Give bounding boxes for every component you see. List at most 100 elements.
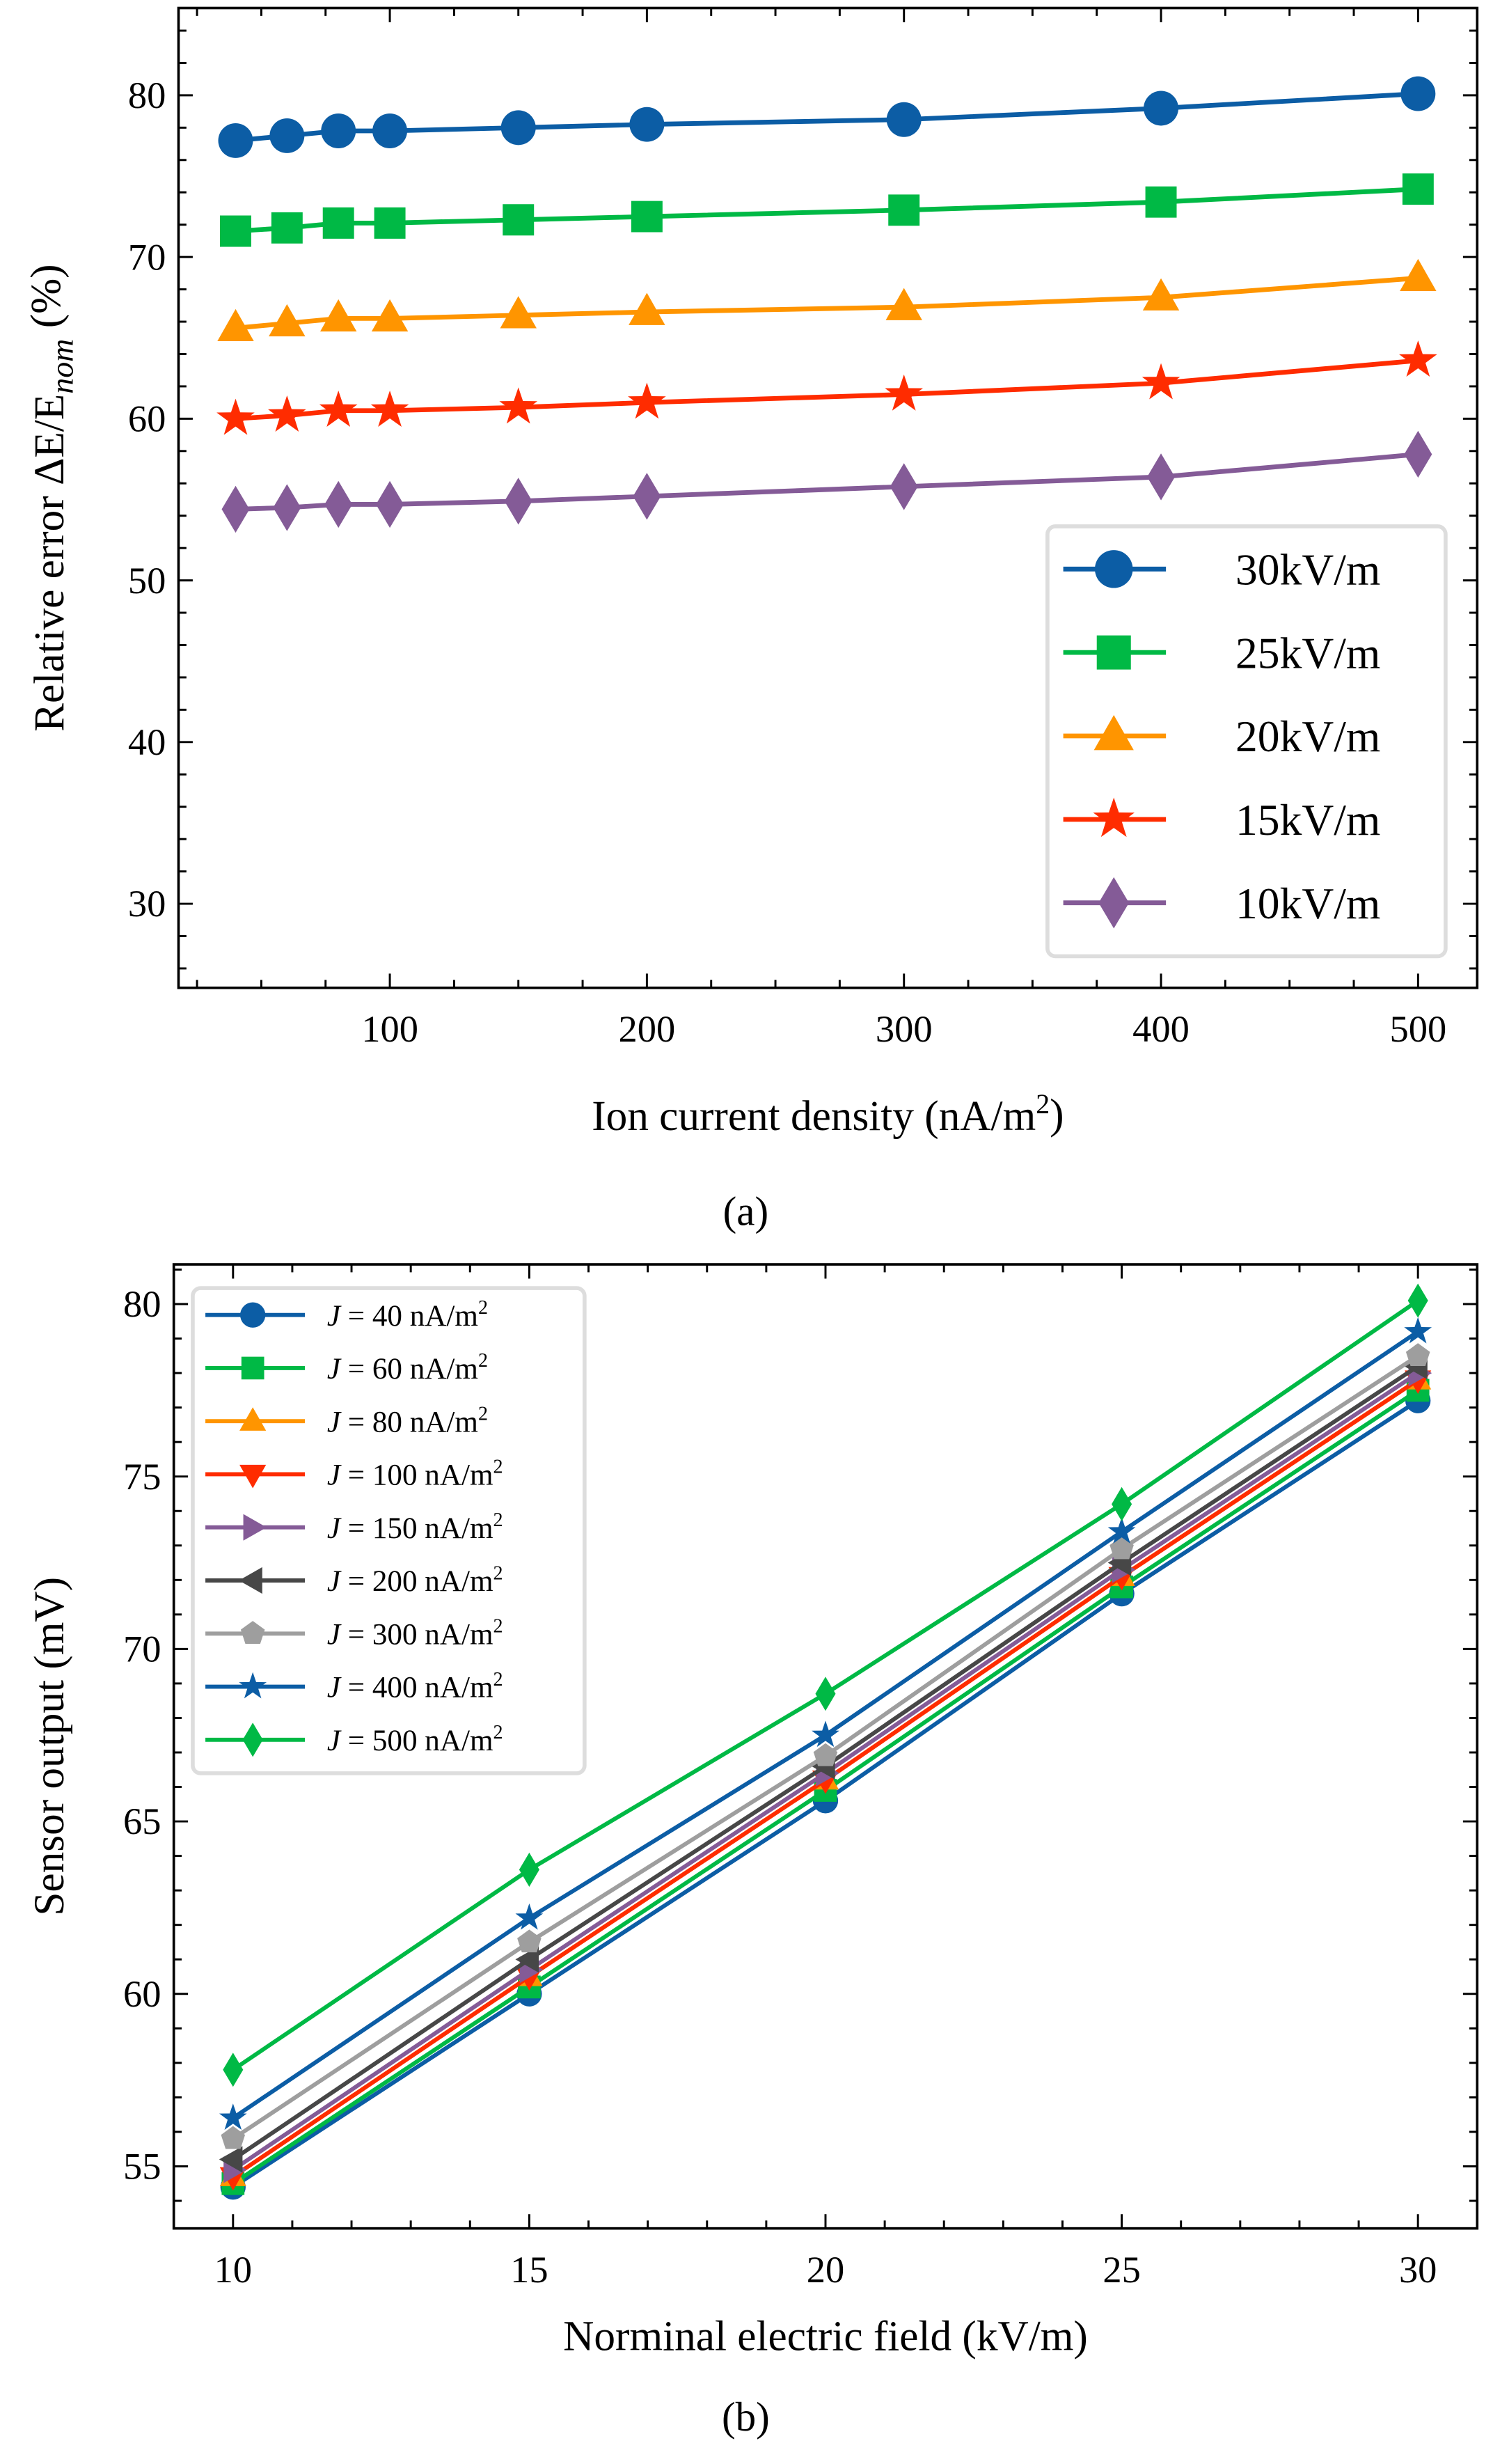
legend-entry: J = 60 nA/m2 [205, 1350, 488, 1386]
data-point-triangle-up [269, 304, 306, 337]
legend-marker-triangle-up [239, 1407, 267, 1431]
data-point-square [631, 201, 663, 233]
label-part: Relative error ΔE/E [26, 394, 73, 732]
data-point-diamond [519, 1852, 539, 1887]
data-point-square [1402, 173, 1434, 205]
series-line [235, 452, 1419, 512]
data-point-star [219, 2103, 247, 2130]
data-point-star [268, 395, 306, 432]
legend-marker-square [241, 1356, 264, 1380]
legend-entry: 20kV/m [1063, 712, 1380, 761]
y-tick-label: 60 [123, 1972, 161, 2015]
legend-label: J = 300 nA/m2 [327, 1616, 503, 1651]
label-part: = 500 nA/m [340, 1725, 493, 1757]
legend-marker-star [239, 1672, 267, 1699]
data-point-square [503, 204, 535, 236]
y-tick-label: 70 [123, 1628, 161, 1670]
data-point-star [1107, 1517, 1136, 1544]
data-point-triangle-up [1400, 258, 1437, 292]
label-superscript: 2 [478, 1350, 488, 1372]
label-part: (%) [22, 264, 70, 338]
label-part: J [327, 1725, 342, 1757]
data-point-diamond [324, 480, 353, 528]
legend-label: J = 150 nA/m2 [327, 1509, 503, 1545]
label-part: = 300 nA/m [340, 1618, 493, 1651]
label-part: = 80 nA/m [340, 1406, 478, 1438]
label-part: = 60 nA/m [340, 1353, 478, 1386]
data-point-star [885, 374, 924, 411]
label-part: = 100 nA/m [340, 1459, 493, 1492]
data-point-triangle-left [515, 1946, 539, 1973]
legend-label: J = 500 nA/m2 [327, 1722, 503, 1757]
data-point-diamond [1407, 1283, 1428, 1318]
label-superscript: 2 [493, 1509, 503, 1531]
axes-frame [172, 1263, 1479, 2230]
y-tick-label: 60 [128, 398, 166, 440]
y-tick-label: 80 [128, 74, 166, 116]
legend-entry: J = 200 nA/m2 [205, 1562, 503, 1598]
series-30kv-m [218, 76, 1436, 158]
legend-marker-pentagon [240, 1621, 265, 1644]
legend-label: J = 40 nA/m2 [327, 1297, 488, 1333]
label-part: = 150 nA/m [340, 1512, 493, 1545]
data-point-circle [500, 110, 536, 146]
label-part: ) [1050, 1091, 1064, 1138]
label-part: J [327, 1406, 342, 1438]
data-point-square [271, 212, 303, 244]
legend-label: J = 80 nA/m2 [327, 1403, 488, 1438]
label-superscript: 2 [493, 1722, 503, 1743]
data-point-pentagon [517, 1929, 542, 1953]
legend-label: J = 60 nA/m2 [327, 1350, 488, 1386]
data-point-star [812, 1720, 839, 1748]
series-20kv-m [217, 258, 1437, 342]
y-tick-label: 75 [123, 1455, 161, 1498]
legend-entry: J = 100 nA/m2 [205, 1457, 503, 1492]
legend-marker-triangle-right [243, 1514, 267, 1541]
data-point-star [370, 391, 409, 427]
legend-marker-circle [240, 1302, 266, 1328]
data-point-square [1145, 186, 1177, 218]
data-point-circle [629, 107, 665, 142]
data-point-triangle-left [219, 2146, 243, 2173]
series-10kv-m [221, 430, 1432, 533]
data-point-diamond [1404, 430, 1432, 478]
x-tick-label: 30 [1399, 2248, 1437, 2291]
legend-entry: 30kV/m [1063, 545, 1380, 595]
series-25kv-m [220, 173, 1434, 247]
label-part: J [327, 1618, 342, 1651]
data-point-triangle-up [371, 299, 409, 332]
legend-entry: 10kV/m [1063, 877, 1380, 929]
x-tick-label: 300 [876, 1007, 933, 1050]
data-point-triangle-up [885, 288, 922, 320]
data-point-circle [372, 113, 408, 148]
data-point-diamond [504, 478, 532, 525]
data-point-triangle-up [1142, 278, 1180, 311]
label-superscript: 2 [478, 1403, 488, 1425]
y-tick-label: 65 [123, 1800, 161, 1842]
legend-label: J = 200 nA/m2 [327, 1562, 503, 1598]
data-point-pentagon [813, 1743, 838, 1766]
panel-caption: (a) [723, 1188, 768, 1234]
legend: J = 40 nA/m2J = 60 nA/m2J = 80 nA/m2J = … [191, 1286, 587, 1775]
label-part: J [327, 1672, 342, 1704]
legend-label: J = 400 nA/m2 [327, 1669, 503, 1704]
x-tick-label: 200 [619, 1007, 676, 1050]
label-part: = 40 nA/m [340, 1300, 478, 1333]
series-line [235, 187, 1419, 234]
data-point-diamond [221, 485, 250, 533]
data-point-pentagon [1109, 1536, 1134, 1560]
label-part: J [327, 1565, 342, 1598]
data-point-star [1404, 1317, 1432, 1344]
series-line [235, 275, 1419, 331]
x-tick-label: 100 [361, 1007, 418, 1050]
legend-box [1045, 524, 1448, 959]
y-tick-label: 50 [128, 559, 166, 602]
data-point-star [1399, 340, 1437, 377]
data-point-star [1142, 363, 1180, 400]
data-point-diamond [1147, 453, 1176, 501]
data-point-circle [1400, 76, 1436, 111]
label-part: = 400 nA/m [340, 1672, 493, 1704]
legend: 30kV/m 25kV/m 20kV/m 15kV/m 10kV/m [1045, 524, 1448, 959]
legend-marker-star [1093, 797, 1135, 838]
